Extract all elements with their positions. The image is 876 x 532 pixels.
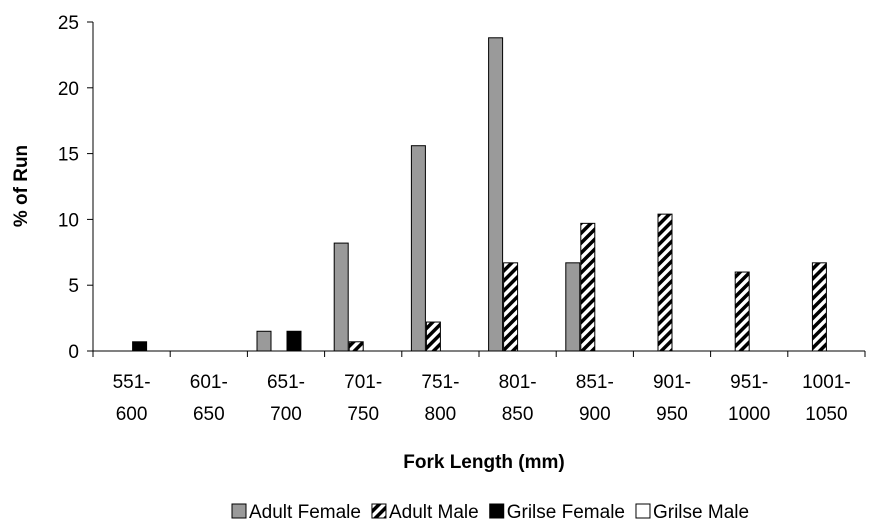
legend-label: Adult Male: [389, 502, 479, 523]
y-tick-label: 15: [58, 145, 79, 166]
legend-swatch: [231, 503, 247, 519]
legend-swatch: [371, 503, 387, 519]
y-tick-label: 0: [68, 342, 79, 363]
legend-swatch: [489, 503, 505, 519]
bar: [565, 262, 581, 352]
bar: [425, 321, 441, 352]
bar: [503, 262, 519, 352]
y-tick-label: 5: [68, 276, 79, 297]
x-tick-label: 551-600: [113, 372, 151, 425]
bar: [348, 341, 364, 352]
x-tick-label: 901-950: [653, 372, 691, 425]
legend-label: Adult Female: [249, 502, 361, 523]
bar: [734, 271, 750, 352]
legend-swatch: [635, 503, 651, 519]
bar: [333, 242, 349, 352]
bar: [132, 341, 148, 352]
y-tick-label: 25: [58, 13, 79, 34]
bar: [657, 213, 673, 352]
legend-label: Grilse Male: [653, 502, 749, 523]
bar: [811, 262, 827, 352]
bars-layer: [132, 37, 827, 352]
x-tick-label: 801-850: [499, 372, 537, 425]
bar: [256, 330, 272, 352]
bar: [286, 330, 302, 352]
y-axis-title: % of Run: [11, 145, 32, 227]
legend-label: Grilse Female: [507, 502, 625, 523]
x-axis-title: Fork Length (mm): [403, 452, 565, 473]
y-tick-label: 20: [58, 79, 79, 100]
bar: [580, 222, 596, 352]
bar: [488, 37, 504, 352]
x-tick-label: 751-800: [421, 372, 459, 425]
x-tick-label: 701-750: [344, 372, 382, 425]
y-axis-ticks: 0 5 10 15 20 25: [58, 13, 93, 363]
x-tick-label: 651-700: [267, 372, 305, 425]
x-tick-label: 1001-1050: [802, 372, 851, 425]
y-tick-label: 10: [58, 210, 79, 231]
legend: Adult Female Adult Male Grilse Female Grils…: [231, 502, 749, 523]
bar: [410, 145, 426, 352]
x-tick-label: 851-900: [576, 372, 614, 425]
x-axis-ticks: 551-600 601-650 651-700 701-750 751-800 801-8…: [92, 351, 866, 425]
x-tick-label: 601-650: [190, 372, 228, 425]
x-tick-label: 951-1000: [728, 372, 770, 425]
